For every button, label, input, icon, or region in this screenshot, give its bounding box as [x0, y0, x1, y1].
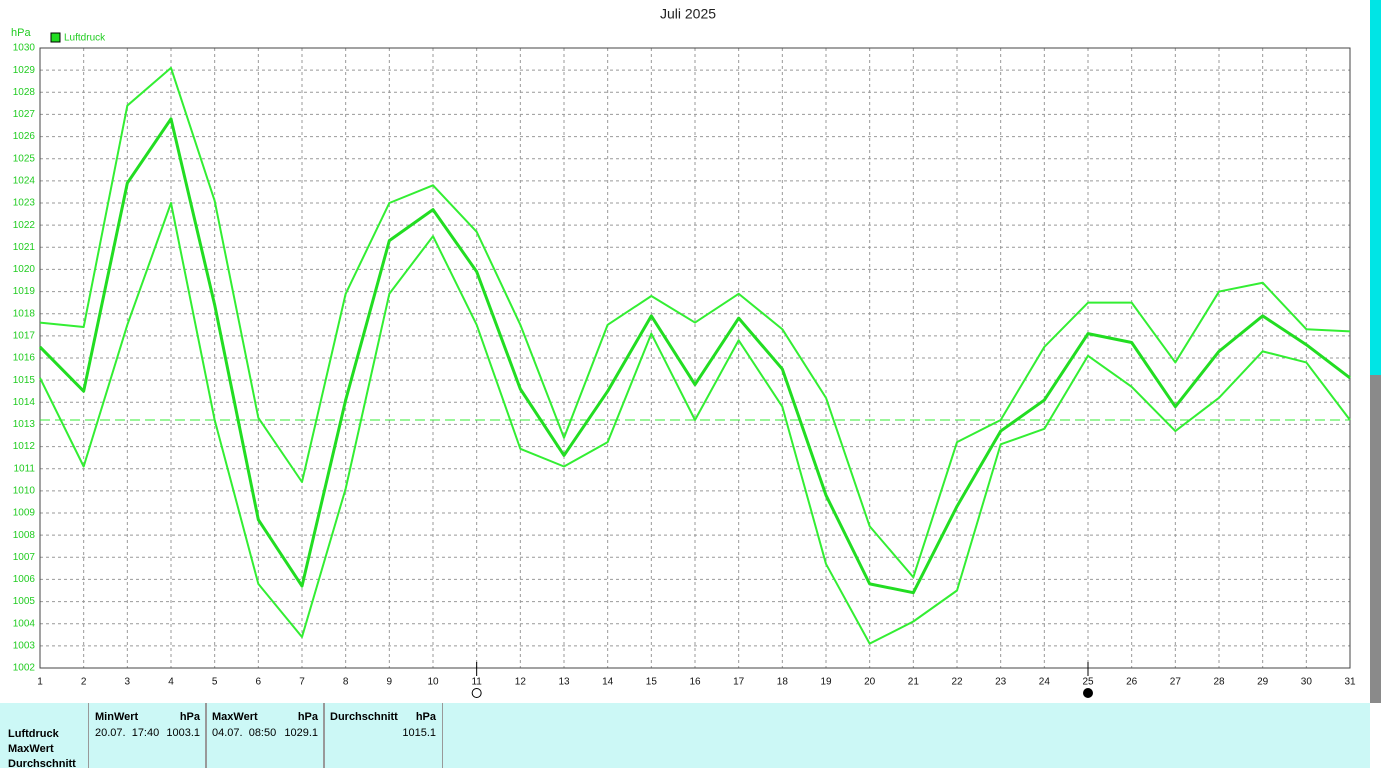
y-tick-label: 1014: [13, 397, 36, 408]
y-tick-label: 1016: [13, 353, 36, 364]
y-tick-label: 1021: [13, 242, 36, 253]
x-tick-label: 15: [646, 677, 658, 688]
y-unit: hPa: [11, 27, 31, 39]
x-tick-label: 22: [951, 677, 963, 688]
x-tick-label: 4: [168, 677, 174, 688]
x-tick-label: 3: [125, 677, 131, 688]
moon-phase: [471, 688, 482, 698]
x-tick-label: 20: [864, 677, 876, 688]
data-line: [39, 202, 1351, 645]
y-tick-label: 1017: [13, 330, 36, 341]
y-tick-label: 1030: [13, 43, 36, 54]
y-tick-label: 1026: [13, 131, 36, 142]
y-tick-label: 1027: [13, 109, 36, 120]
chart: Juli 2025 hPa 1002 1003 1004 1005 1006 1007 10…: [11, 0, 1381, 703]
column-unit: hPa: [415, 711, 436, 723]
x-tick-label: 30: [1301, 677, 1313, 688]
y-tick-label: 1009: [13, 508, 36, 519]
plot-frame: [39, 47, 1351, 669]
x-tick-label: 27: [1170, 677, 1182, 688]
stats-column: MinWert hPa 20.07. 17:40 1003.1: [88, 703, 207, 768]
x-tick-label: 6: [256, 677, 262, 688]
x-tick-label: 13: [558, 677, 570, 688]
y-tick-label: 1018: [13, 308, 36, 319]
stats-panel: Luftdruck MaxWert Durchschnitt MinWert hPa 20…: [0, 703, 1370, 770]
x-tick-label: 16: [689, 677, 701, 688]
y-tick-label: 1012: [13, 441, 36, 452]
side-image: [1370, 375, 1381, 703]
legend-swatch: [50, 32, 61, 43]
x-tick-label: 18: [777, 677, 789, 688]
x-tick-label: 2: [81, 677, 87, 688]
x-tick-label: 1: [37, 677, 43, 688]
column-header: MaxWert: [212, 711, 258, 723]
x-tick-label: 17: [733, 677, 745, 688]
row-label: MaxWert: [8, 743, 54, 755]
x-tick-label: 8: [343, 677, 349, 688]
data-line: [39, 66, 1351, 579]
x-tick-label: 11: [471, 677, 482, 688]
column-unit: hPa: [179, 711, 200, 723]
data-line: [38, 117, 1351, 595]
y-tick-label: 1020: [13, 264, 36, 275]
x-tick-label: 25: [1082, 677, 1094, 688]
x-tick-label: 12: [515, 677, 527, 688]
moon-phase: [1083, 688, 1093, 698]
x-tick-label: 21: [908, 677, 920, 688]
stat-value: 1003.1: [166, 727, 200, 739]
y-tick-label: 1028: [13, 87, 36, 98]
x-tick-label: 29: [1257, 677, 1269, 688]
y-tick-label: 1022: [13, 220, 36, 231]
y-tick-label: 1024: [13, 175, 36, 186]
y-tick-label: 1023: [13, 198, 36, 209]
y-tick-label: 1029: [13, 65, 36, 76]
time-value: 04.07. 08:50: [212, 727, 277, 739]
row-label: Luftdruck: [8, 728, 59, 740]
y-tick-label: 1002: [13, 663, 36, 674]
y-tick-label: 1025: [13, 153, 36, 164]
chart-title: Juli 2025: [660, 6, 716, 22]
x-tick-label: 26: [1126, 677, 1138, 688]
legend-label: Luftdruck: [64, 33, 106, 44]
column-header: MinWert: [95, 711, 139, 723]
y-tick-label: 1010: [13, 485, 36, 496]
stats-column: MaxWert hPa 04.07. 08:50 1029.1: [205, 703, 325, 768]
y-tick-label: 1008: [13, 530, 36, 541]
stats-column: Durchschnitt hPa 1015.1: [323, 703, 443, 768]
x-tick-label: 7: [299, 677, 305, 688]
column-unit: hPa: [297, 711, 318, 723]
time-value: 20.07. 17:40: [95, 727, 160, 739]
x-tick-label: 24: [1039, 677, 1051, 688]
y-tick-label: 1011: [13, 463, 35, 474]
x-tick-label: 5: [212, 677, 218, 688]
y-tick-label: 1019: [13, 286, 36, 297]
column-header: Durchschnitt: [330, 711, 398, 723]
x-tick-label: 23: [995, 677, 1007, 688]
side-strip: [1370, 0, 1381, 375]
stat-value: 1029.1: [284, 727, 318, 739]
y-tick-label: 1015: [13, 375, 36, 386]
row-label: Durchschnitt: [8, 758, 76, 770]
x-tick-label: 31: [1344, 677, 1356, 688]
y-tick-label: 1006: [13, 574, 36, 585]
y-tick-label: 1013: [13, 419, 36, 430]
x-tick-label: 28: [1213, 677, 1225, 688]
x-tick-label: 14: [602, 677, 614, 688]
y-tick-label: 1007: [13, 552, 36, 563]
x-tick-label: 10: [427, 677, 439, 688]
y-tick-label: 1005: [13, 596, 36, 607]
x-tick-label: 9: [387, 677, 393, 688]
stat-value: 1015.1: [402, 727, 436, 739]
x-tick-label: 19: [820, 677, 832, 688]
y-tick-label: 1004: [13, 618, 36, 629]
y-tick-label: 1003: [13, 640, 36, 651]
